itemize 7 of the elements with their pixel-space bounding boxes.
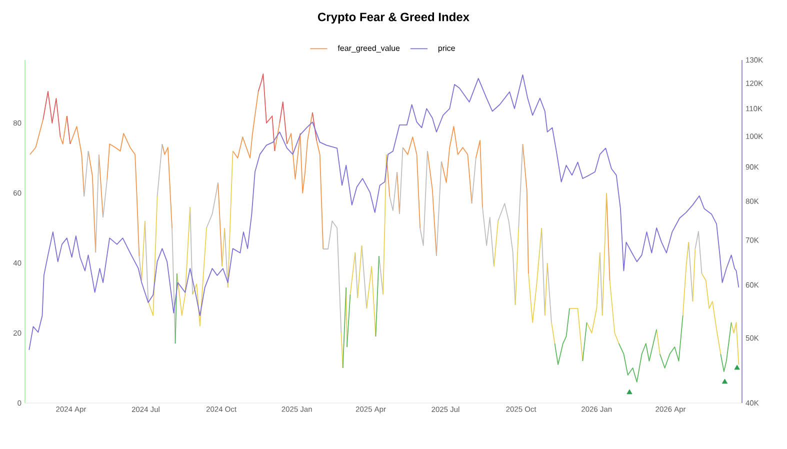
chart-title: Crypto Fear & Greed Index: [318, 12, 470, 24]
legend-label: fear_greed_value: [338, 45, 400, 53]
point: [722, 378, 728, 384]
legend-label: price: [438, 45, 455, 53]
point: [626, 389, 632, 394]
line-series: [28, 74, 740, 350]
point: [734, 364, 740, 370]
